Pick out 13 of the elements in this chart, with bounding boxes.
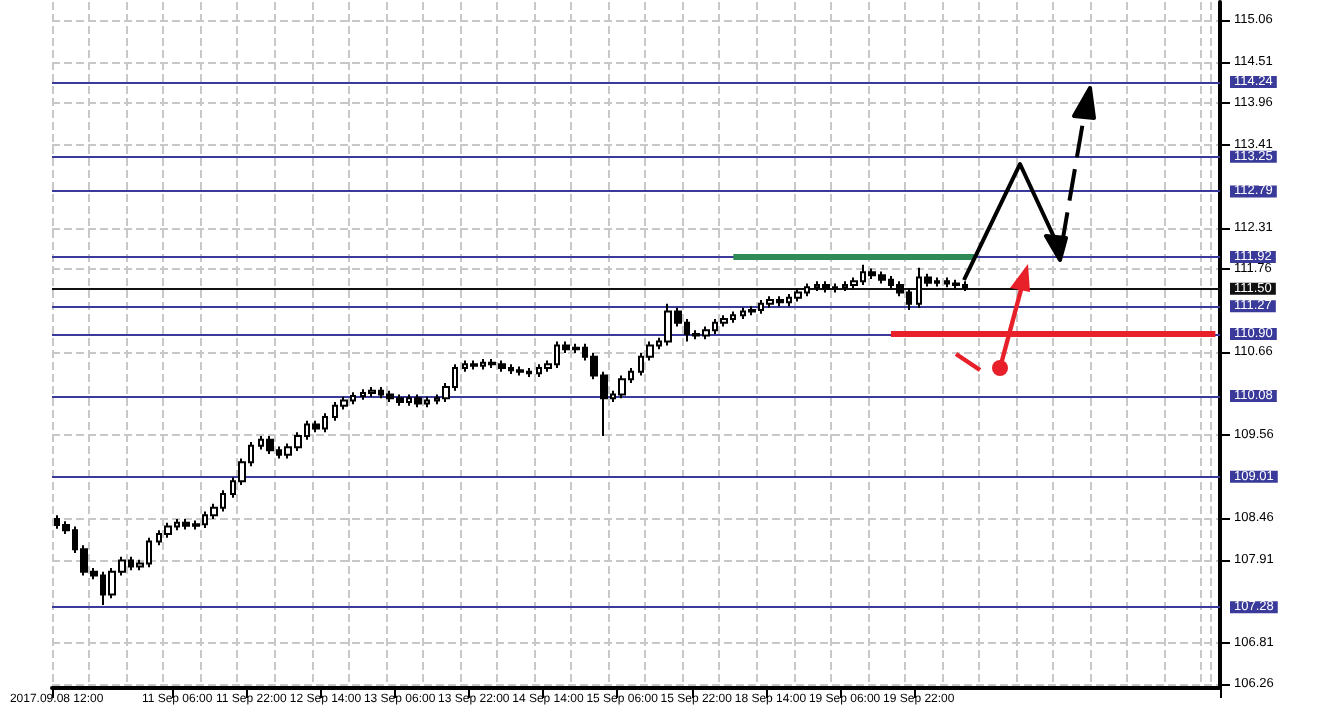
candlestick (618, 374, 626, 400)
candlestick (794, 287, 802, 303)
candlestick (266, 434, 274, 456)
candlestick (748, 305, 756, 317)
candlestick (822, 280, 830, 294)
candlestick (516, 365, 524, 377)
candlestick (414, 393, 422, 409)
candlestick (720, 314, 728, 328)
candlestick (164, 521, 172, 539)
candlestick (368, 385, 376, 398)
candlestick (470, 359, 478, 371)
candlestick (952, 278, 960, 290)
candlestick (312, 419, 320, 434)
